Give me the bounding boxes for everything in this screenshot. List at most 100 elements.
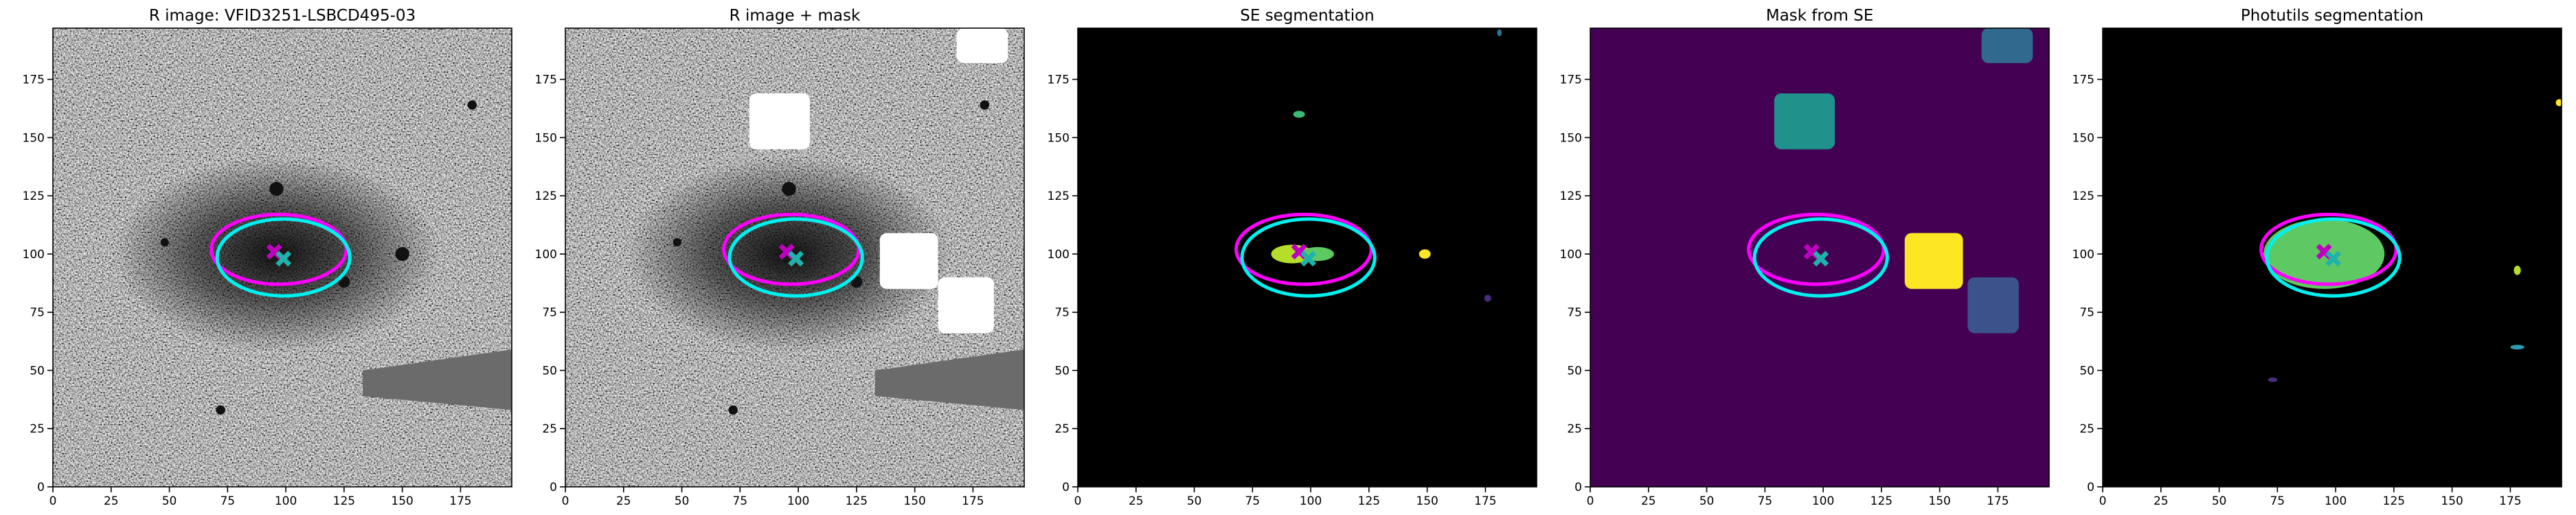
x-tick-label: 75 xyxy=(1245,494,1260,508)
center-marker xyxy=(2325,251,2342,267)
aperture-ellipse xyxy=(1747,212,1886,286)
x-tick-label: 150 xyxy=(903,494,925,508)
x-tick-label: 100 xyxy=(275,494,297,508)
x-tick-label: 25 xyxy=(104,494,119,508)
y-tick-label: 75 xyxy=(2079,306,2094,320)
y-tick-label: 100 xyxy=(23,248,45,262)
y-tick-label: 100 xyxy=(2072,248,2094,262)
y-tick-label: 125 xyxy=(1560,190,1582,203)
y-tick-label: 150 xyxy=(2072,131,2094,145)
y-tick-label: 50 xyxy=(1054,364,1070,378)
y-tick-label: 125 xyxy=(535,190,557,203)
y-tick-label: 25 xyxy=(30,422,45,436)
x-tick-label: 25 xyxy=(1641,494,1656,508)
star xyxy=(160,238,169,247)
y-tick-label: 175 xyxy=(535,73,557,87)
axes-frame xyxy=(1590,27,2050,488)
segment xyxy=(2268,377,2278,382)
aperture-ellipse xyxy=(2265,217,2402,298)
x-tick-label: 75 xyxy=(732,494,747,508)
y-tick-label: 175 xyxy=(1048,73,1070,87)
x-tick-label: 75 xyxy=(220,494,235,508)
y-tick-label: 50 xyxy=(542,364,557,378)
masked-region xyxy=(362,349,512,411)
y-tick-label: 150 xyxy=(1560,131,1582,145)
x-tick-label: 50 xyxy=(675,494,690,508)
panel-title: R image + mask xyxy=(730,7,861,25)
y-tick-label: 0 xyxy=(1574,481,1582,494)
y-tick-label: 25 xyxy=(1054,422,1070,436)
x-tick-label: 25 xyxy=(616,494,631,508)
y-tick-label: 0 xyxy=(37,481,45,494)
y-tick-label: 75 xyxy=(542,306,557,320)
x-tick-label: 0 xyxy=(2099,494,2107,508)
mask-rect xyxy=(938,277,994,334)
star xyxy=(782,181,796,196)
x-tick-label: 0 xyxy=(562,494,569,508)
y-tick-label: 25 xyxy=(2079,422,2094,436)
x-tick-label: 75 xyxy=(2270,494,2285,508)
x-tick-label: 25 xyxy=(2154,494,2169,508)
x-tick-label: 125 xyxy=(2383,494,2405,508)
segment xyxy=(1484,295,1491,302)
segment xyxy=(1293,111,1305,118)
x-tick-label: 0 xyxy=(49,494,57,508)
mask-rect xyxy=(956,28,1008,63)
mask-rect xyxy=(1774,93,1835,150)
x-tick-label: 125 xyxy=(333,494,355,508)
y-tick-label: 175 xyxy=(23,73,45,87)
x-tick-label: 100 xyxy=(787,494,809,508)
y-tick-label: 175 xyxy=(1560,73,1582,87)
x-tick-label: 125 xyxy=(846,494,868,508)
x-tick-label: 125 xyxy=(1358,494,1380,508)
aperture-ellipse xyxy=(210,212,348,286)
star xyxy=(395,247,409,262)
y-tick-label: 0 xyxy=(1062,481,1070,494)
mask-rect xyxy=(879,233,938,289)
y-tick-label: 50 xyxy=(30,364,45,378)
segment xyxy=(1497,29,1502,36)
x-tick-label: 175 xyxy=(1474,494,1496,508)
axes-frame xyxy=(52,27,512,488)
x-tick-label: 150 xyxy=(1416,494,1438,508)
segment xyxy=(2513,265,2521,275)
y-tick-label: 125 xyxy=(2072,190,2094,203)
star xyxy=(216,405,225,415)
panel-title: Mask from SE xyxy=(1766,7,1874,25)
x-tick-label: 75 xyxy=(1757,494,1772,508)
y-tick-label: 75 xyxy=(1054,306,1070,320)
x-tick-label: 100 xyxy=(1812,494,1834,508)
y-tick-label: 100 xyxy=(1560,248,1582,262)
panel xyxy=(1078,28,1537,487)
mask-rect xyxy=(1967,277,2019,334)
star xyxy=(338,276,350,288)
panel-title: SE segmentation xyxy=(1240,7,1374,25)
y-tick-label: 150 xyxy=(23,131,45,145)
y-tick-label: 100 xyxy=(1048,248,1070,262)
panel xyxy=(565,28,1024,487)
x-tick-label: 50 xyxy=(1187,494,1202,508)
y-tick-label: 150 xyxy=(1048,131,1070,145)
x-tick-label: 50 xyxy=(162,494,177,508)
y-tick-label: 50 xyxy=(1567,364,1582,378)
panel xyxy=(1590,28,2049,487)
aperture-ellipse xyxy=(1240,217,1377,298)
segment xyxy=(2510,345,2524,350)
aperture-ellipse xyxy=(1234,212,1373,286)
x-tick-label: 150 xyxy=(391,494,413,508)
aperture-ellipse xyxy=(727,217,864,298)
y-tick-label: 150 xyxy=(535,131,557,145)
x-tick-label: 50 xyxy=(1699,494,1715,508)
x-tick-label: 50 xyxy=(2212,494,2227,508)
y-tick-label: 75 xyxy=(1567,306,1582,320)
star xyxy=(467,100,477,110)
center-marker xyxy=(1813,251,1829,267)
star xyxy=(980,100,990,110)
y-tick-label: 125 xyxy=(23,190,45,203)
mask-rect xyxy=(1904,233,1963,289)
mask-rect xyxy=(1981,28,2033,63)
panel xyxy=(2103,28,2562,487)
x-tick-label: 0 xyxy=(1587,494,1594,508)
